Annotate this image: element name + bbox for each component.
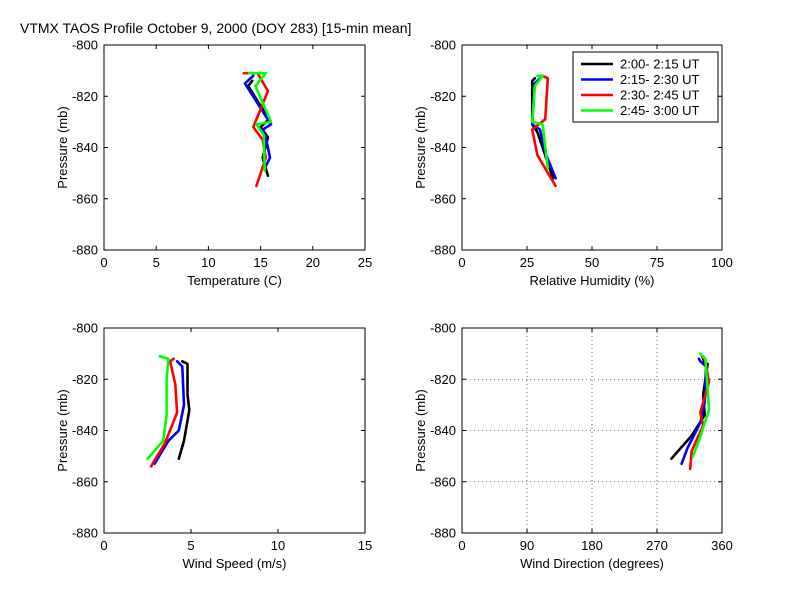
x-axis-label: Wind Direction (degrees) [520,556,664,571]
panel-wind_direction: 0 90 180 270 360 -880 -860 -840 -820 -800 Wind Dir… [413,321,733,572]
x-tick-label: 25 [358,255,372,270]
panel-humidity: 0 25 50 75 100 -880 -860 -840 -820 -800 Relative H… [413,38,733,289]
y-tick-label: -820 [430,89,456,104]
y-axis-label: Pressure (mb) [413,389,428,471]
x-tick-label: 15 [358,538,372,553]
legend-entry: 2:15- 2:30 UT [620,72,700,87]
y-tick-label: -800 [72,321,98,336]
series-line-4 [691,352,711,458]
series-line-4 [247,71,273,172]
x-tick-label: 5 [153,255,160,270]
series-line-2 [243,74,273,170]
y-tick-label: -800 [430,38,456,53]
series-line-2 [680,357,708,466]
y-axis-label: Pressure (mb) [413,106,428,188]
x-tick-label: 50 [585,255,599,270]
x-tick-label: 0 [100,255,107,270]
panel-temperature: 0 5 10 15 20 25 -880 -860 -840 -820 -800 Temperatur… [55,38,372,289]
y-tick-label: -880 [430,243,456,258]
y-tick-label: -860 [430,474,456,489]
legend-entry: 2:30- 2:45 UT [620,88,700,103]
series-line-1 [177,359,191,461]
x-tick-label: 15 [253,255,267,270]
y-tick-label: -880 [72,526,98,541]
series-line-4 [530,74,550,170]
x-tick-label: 10 [271,538,285,553]
y-axis-label: Pressure (mb) [55,106,70,188]
y-tick-label: -840 [430,423,456,438]
x-tick-label: 270 [646,538,668,553]
x-tick-label: 20 [306,255,320,270]
x-axis-label: Wind Speed (m/s) [182,556,286,571]
legend: 2:00- 2:15 UT2:15- 2:30 UT2:30- 2:45 UT2… [572,51,719,123]
x-tick-label: 5 [187,538,194,553]
figure-title: VTMX TAOS Profile October 9, 2000 (DOY 2… [20,20,411,36]
y-tick-label: -880 [430,526,456,541]
x-tick-label: 90 [520,538,534,553]
y-tick-label: -840 [72,140,98,155]
y-tick-label: -820 [72,372,98,387]
x-tick-label: 0 [100,538,107,553]
x-tick-label: 25 [520,255,534,270]
y-tick-label: -880 [72,243,98,258]
y-tick-label: -860 [430,191,456,206]
panels: 0 5 10 15 20 25 -880 -860 -840 -820 -800 Temperatur… [55,38,733,572]
y-tick-label: -860 [72,191,98,206]
x-axis-label: Relative Humidity (%) [530,273,655,288]
y-tick-label: -820 [430,372,456,387]
x-axis-label: Temperature (C) [187,273,282,288]
x-tick-label: 10 [201,255,215,270]
x-tick-label: 0 [458,255,465,270]
x-tick-label: 360 [711,538,733,553]
series-line-2 [153,359,186,466]
series-line-1 [246,79,271,177]
y-tick-label: -800 [72,38,98,53]
y-tick-label: -840 [430,140,456,155]
y-tick-label: -800 [430,321,456,336]
series-line-4 [146,354,170,461]
legend-entry: 2:45- 3:00 UT [620,103,700,118]
series-line-3 [149,357,179,468]
y-tick-label: -860 [72,474,98,489]
x-tick-label: 0 [458,538,465,553]
panel-wind_speed: 0 5 10 15 -880 -860 -840 -820 -800 Wind Speed (m/… [55,321,372,572]
x-tick-label: 180 [581,538,603,553]
legend-entry: 2:00- 2:15 UT [620,57,700,72]
x-tick-label: 100 [711,255,733,270]
x-tick-label: 75 [650,255,664,270]
y-tick-label: -820 [72,89,98,104]
y-tick-label: -840 [72,423,98,438]
y-axis-label: Pressure (mb) [55,389,70,471]
